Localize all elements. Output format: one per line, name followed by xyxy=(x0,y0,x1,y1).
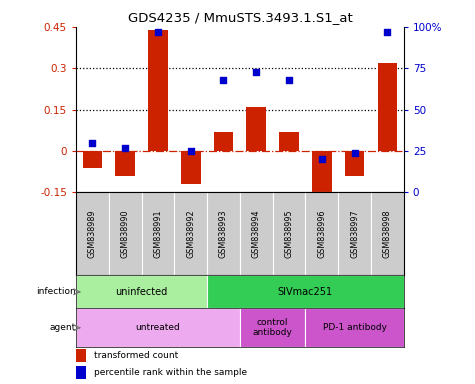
Bar xyxy=(378,63,397,151)
Text: agent: agent xyxy=(50,323,76,332)
Text: GSM838995: GSM838995 xyxy=(285,210,294,258)
Bar xyxy=(214,132,233,151)
Bar xyxy=(207,192,240,275)
Text: control
antibody: control antibody xyxy=(253,318,293,338)
Bar xyxy=(76,308,240,347)
Bar xyxy=(148,30,168,151)
Text: uninfected: uninfected xyxy=(115,287,168,297)
Text: GSM838996: GSM838996 xyxy=(317,210,326,258)
Bar xyxy=(76,192,109,275)
Point xyxy=(351,150,358,156)
Text: GSM838991: GSM838991 xyxy=(153,210,162,258)
Bar xyxy=(76,275,207,308)
Text: GSM838998: GSM838998 xyxy=(383,210,392,258)
Bar xyxy=(76,349,86,362)
Point xyxy=(88,140,96,146)
Text: GSM838997: GSM838997 xyxy=(350,210,359,258)
Bar xyxy=(109,192,142,275)
Point xyxy=(383,29,391,35)
Text: GSM838992: GSM838992 xyxy=(186,210,195,258)
Point xyxy=(154,29,162,35)
Text: PD-1 antibody: PD-1 antibody xyxy=(323,323,387,332)
Bar xyxy=(174,192,207,275)
Text: GSM838989: GSM838989 xyxy=(88,210,97,258)
Bar xyxy=(305,308,404,347)
Text: GSM838990: GSM838990 xyxy=(121,210,130,258)
Point xyxy=(285,77,293,83)
Bar xyxy=(305,192,338,275)
Bar xyxy=(83,151,102,168)
Point xyxy=(187,148,195,154)
Bar xyxy=(115,151,135,176)
Text: percentile rank within the sample: percentile rank within the sample xyxy=(94,368,247,377)
Text: infection: infection xyxy=(36,287,76,296)
Text: SIVmac251: SIVmac251 xyxy=(278,287,333,297)
Bar xyxy=(247,107,266,151)
Point xyxy=(318,156,326,162)
Bar xyxy=(345,151,364,176)
Bar xyxy=(338,192,371,275)
Bar xyxy=(371,192,404,275)
Bar xyxy=(312,151,332,206)
Text: transformed count: transformed count xyxy=(94,351,178,360)
Point xyxy=(219,77,228,83)
Text: GSM838994: GSM838994 xyxy=(252,210,261,258)
Title: GDS4235 / MmuSTS.3493.1.S1_at: GDS4235 / MmuSTS.3493.1.S1_at xyxy=(127,11,352,24)
Bar xyxy=(76,366,86,379)
Bar xyxy=(273,192,305,275)
Bar xyxy=(207,275,404,308)
Bar xyxy=(240,308,305,347)
Text: untreated: untreated xyxy=(135,323,180,332)
Bar xyxy=(142,192,174,275)
Bar xyxy=(279,132,299,151)
Bar xyxy=(240,192,273,275)
Text: GSM838993: GSM838993 xyxy=(219,210,228,258)
Point xyxy=(121,145,129,151)
Point xyxy=(253,68,260,74)
Bar xyxy=(181,151,200,184)
